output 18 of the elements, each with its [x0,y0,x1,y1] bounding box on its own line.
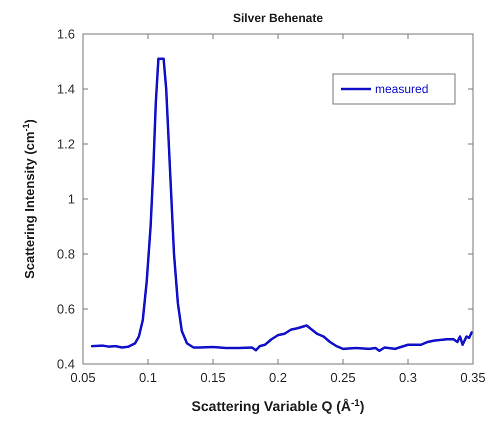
x-tick-label: 0.05 [70,370,96,385]
chart-title: Silver Behenate [232,11,324,25]
x-axis-title: Scattering Variable Q (Å$^{-1}$) [192,398,364,414]
y-tick-label: 0.8 [56,246,75,262]
x-tick-label: 0.35 [460,370,485,385]
x-tick-label: 0.2 [268,370,288,385]
y-tick-label: 1.4 [56,82,75,96]
y-tick-label: 1 [68,192,75,206]
line-series [90,58,473,352]
legend-label: measured [375,82,428,96]
y-tick-label: 0.6 [56,302,75,316]
x-tick-label: 0.1 [138,370,158,385]
x-tick-label: 0.25 [330,370,356,385]
x-tick-label: 0.15 [200,370,226,385]
x-tick-label: 0.3 [398,370,418,385]
y-tick-label: 1.2 [56,136,75,152]
y-tick-label: 1.6 [56,26,75,42]
y-tick-label: 0.4 [56,356,75,372]
